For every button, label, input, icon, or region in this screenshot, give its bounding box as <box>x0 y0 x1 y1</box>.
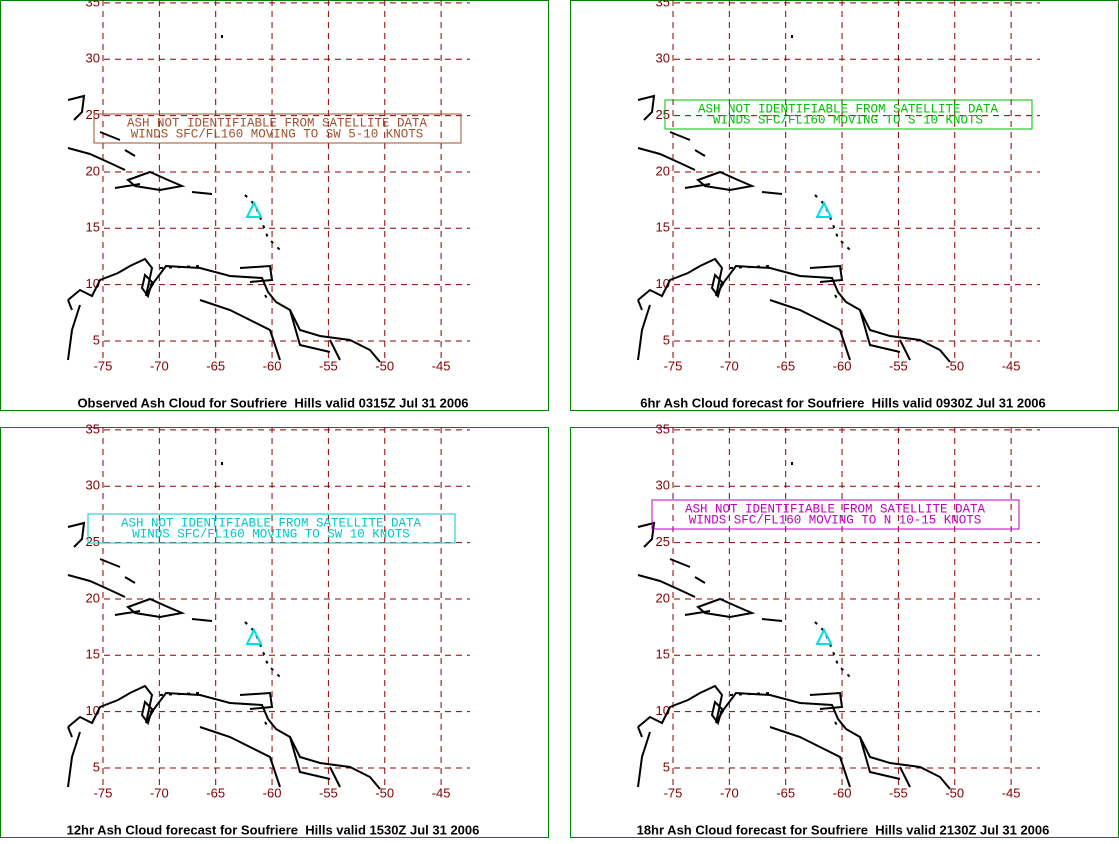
lon-label: -65 <box>776 358 795 373</box>
annotation-box <box>651 499 1020 530</box>
lon-label: -60 <box>263 785 282 800</box>
lat-label: 25 <box>656 534 670 549</box>
lat-label: 25 <box>86 107 100 122</box>
lat-label: 20 <box>656 163 670 178</box>
lat-label: 20 <box>86 163 100 178</box>
lon-label: -45 <box>1002 785 1021 800</box>
lat-label: 5 <box>93 332 100 347</box>
lat-label: 15 <box>656 220 670 235</box>
annotation-text: ASH NOT IDENTIFIABLE FROM SATELLITE DATA <box>121 516 422 530</box>
lat-label: 35 <box>656 0 670 9</box>
lon-label: -65 <box>206 358 225 373</box>
lat-label: 5 <box>663 332 670 347</box>
lon-label: -50 <box>945 358 964 373</box>
annotation-text: WINDS SFC/FL160 MOVING TO S 10 KNOTS <box>713 113 983 127</box>
lat-label: 25 <box>656 107 670 122</box>
lon-label: -75 <box>664 358 683 373</box>
lat-label: 15 <box>86 647 100 662</box>
lon-label: -75 <box>94 358 113 373</box>
panel-title: Observed Ash Cloud for Soufriere Hills v… <box>77 395 468 410</box>
lat-label: 35 <box>656 421 670 436</box>
lon-label: -55 <box>319 785 338 800</box>
lat-label: 15 <box>656 647 670 662</box>
annotation-box <box>664 99 1033 130</box>
lon-label: -70 <box>720 358 739 373</box>
panel-title: 18hr Ash Cloud forecast for Soufriere Hi… <box>637 822 1050 837</box>
lon-label: -60 <box>263 358 282 373</box>
annotation-text: WINDS SFC/FL160 MOVING TO N 10-15 KNOTS <box>689 513 982 527</box>
lon-label: -45 <box>432 358 451 373</box>
lon-label: -50 <box>375 785 394 800</box>
lon-label: -70 <box>720 785 739 800</box>
annotation-text: WINDS SFC/FL160 MOVING TO SW 5-10 KNOTS <box>131 127 424 141</box>
panel-title: 12hr Ash Cloud forecast for Soufriere Hi… <box>67 822 480 837</box>
lon-label: -70 <box>150 358 169 373</box>
lat-label: 20 <box>86 590 100 605</box>
lon-label: -50 <box>375 358 394 373</box>
lon-label: -55 <box>319 358 338 373</box>
lat-label: 35 <box>86 421 100 436</box>
volcano-marker <box>245 627 263 645</box>
lat-label: 30 <box>656 51 670 66</box>
lat-label: 5 <box>93 759 100 774</box>
annotation-text: ASH NOT IDENTIFIABLE FROM SATELLITE DATA <box>698 102 999 116</box>
lat-label: 30 <box>86 51 100 66</box>
panel-border <box>570 427 1119 838</box>
lat-label: 30 <box>656 478 670 493</box>
volcano-marker <box>815 627 833 645</box>
lat-label: 35 <box>86 0 100 9</box>
lat-label: 15 <box>86 220 100 235</box>
lon-label: -75 <box>94 785 113 800</box>
lon-label: -75 <box>664 785 683 800</box>
lon-label: -65 <box>776 785 795 800</box>
annotation-text: WINDS SFC/FL160 MOVING TO SW 10 KNOTS <box>132 527 410 541</box>
lat-label: 25 <box>86 534 100 549</box>
panel-title: 6hr Ash Cloud forecast for Soufriere Hil… <box>640 395 1046 410</box>
volcano-marker <box>815 200 833 218</box>
annotation-text: ASH NOT IDENTIFIABLE FROM SATELLITE DATA <box>685 502 986 516</box>
volcano-marker <box>245 200 263 218</box>
lon-label: -70 <box>150 785 169 800</box>
panel-border <box>0 427 549 838</box>
annotation-box <box>87 513 456 544</box>
lon-label: -50 <box>945 785 964 800</box>
lon-label: -60 <box>833 358 852 373</box>
lat-label: 20 <box>656 590 670 605</box>
panel-border <box>570 0 1119 411</box>
lat-label: 30 <box>86 478 100 493</box>
lon-label: -45 <box>432 785 451 800</box>
lon-label: -65 <box>206 785 225 800</box>
lon-label: -60 <box>833 785 852 800</box>
annotation-box <box>93 113 462 144</box>
panel-border <box>0 0 549 411</box>
lon-label: -55 <box>889 785 908 800</box>
lon-label: -45 <box>1002 358 1021 373</box>
lat-label: 5 <box>663 759 670 774</box>
annotation-text: ASH NOT IDENTIFIABLE FROM SATELLITE DATA <box>127 116 428 130</box>
lon-label: -55 <box>889 358 908 373</box>
